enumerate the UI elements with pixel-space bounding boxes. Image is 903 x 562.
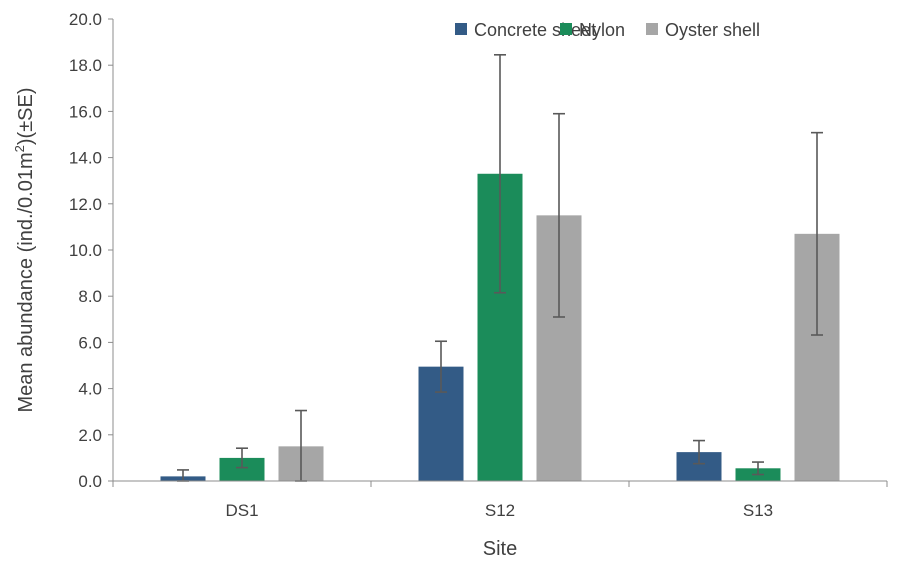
y-tick-label: 18.0 <box>69 56 102 75</box>
y-axis-title: Mean abundance (ind./0.01m2)(±SE) <box>12 87 37 412</box>
legend-label: Nylon <box>579 20 625 40</box>
x-tick-label: DS1 <box>225 501 258 520</box>
x-tick-label: S13 <box>743 501 773 520</box>
y-tick-label: 16.0 <box>69 102 102 121</box>
y-tick-label: 20.0 <box>69 10 102 29</box>
y-tick-label: 10.0 <box>69 241 102 260</box>
y-tick-label: 0.0 <box>78 472 102 491</box>
legend-label: Concrete sheet <box>474 20 596 40</box>
y-axis-title-superscript: 2 <box>12 145 27 152</box>
y-tick-label: 6.0 <box>78 333 102 352</box>
y-tick-label: 12.0 <box>69 195 102 214</box>
legend-swatch <box>455 23 467 35</box>
x-tick-label: S12 <box>485 501 515 520</box>
x-axis-title: Site <box>483 538 517 560</box>
y-tick-label: 14.0 <box>69 149 102 168</box>
y-tick-label: 8.0 <box>78 287 102 306</box>
y-axis-title-tail: )(±SE) <box>15 87 37 145</box>
bar <box>219 457 265 481</box>
legend-swatch <box>646 23 658 35</box>
y-axis-ticks: 0.0 2.0 4.0 6.0 8.0 10.0 12.0 14.0 16.0 18.0 20.0 <box>69 10 113 491</box>
legend-swatch <box>560 23 572 35</box>
y-axis-title-main: Mean abundance (ind./0.01m <box>15 152 37 412</box>
y-tick-label: 2.0 <box>78 426 102 445</box>
legend-label: Oyster shell <box>665 20 760 40</box>
x-axis-ticks: DS1 S12 S13 <box>112 481 888 520</box>
y-tick-label: 4.0 <box>78 380 102 399</box>
axes <box>112 19 887 482</box>
error-bars <box>177 54 823 482</box>
